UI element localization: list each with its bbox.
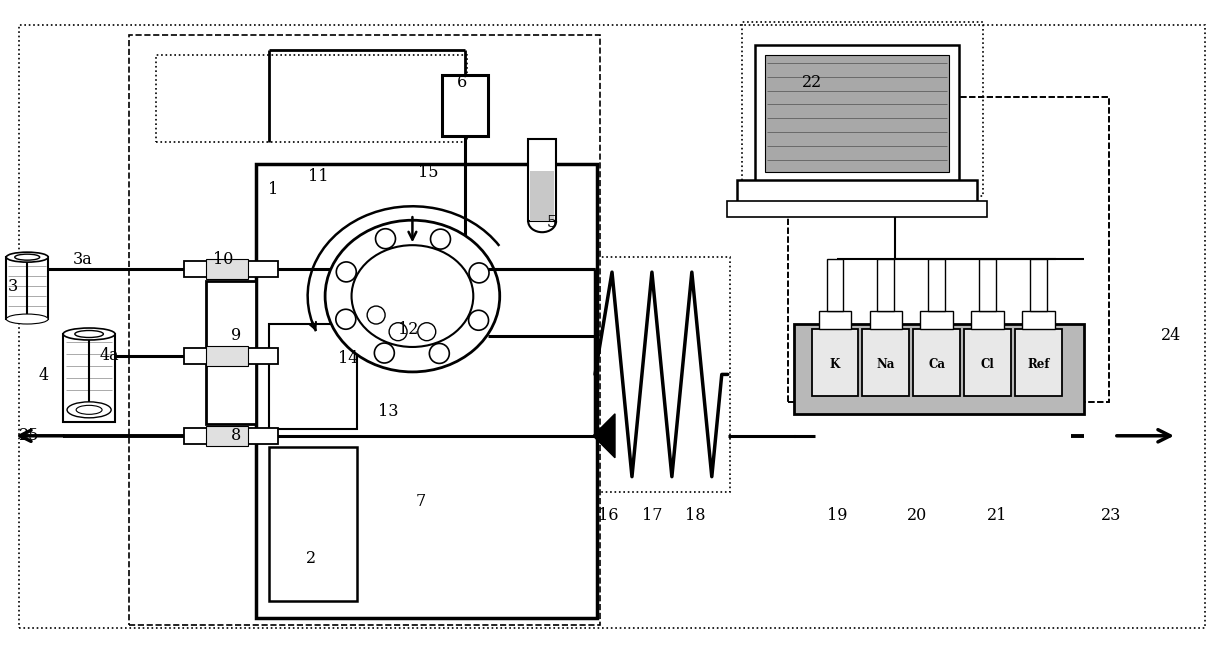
Text: 14: 14	[339, 351, 358, 367]
Bar	[530, 171, 555, 221]
Circle shape	[389, 323, 407, 341]
Bar	[972, 311, 1004, 329]
Bar	[206, 346, 248, 366]
Bar	[588, 257, 730, 491]
Ellipse shape	[75, 331, 103, 337]
Circle shape	[431, 229, 450, 249]
Bar	[129, 35, 600, 625]
Ellipse shape	[76, 405, 102, 414]
Text: 23: 23	[1101, 507, 1121, 524]
Text: 15: 15	[418, 164, 438, 181]
Text: 3: 3	[9, 278, 18, 295]
Bar	[764, 54, 950, 173]
Bar	[156, 54, 467, 142]
Bar	[255, 165, 598, 618]
Bar	[811, 329, 859, 396]
Text: Ref: Ref	[1027, 359, 1050, 371]
Bar	[913, 329, 961, 396]
Text: Ca: Ca	[929, 359, 945, 371]
Text: 18: 18	[685, 507, 706, 524]
Bar	[206, 426, 248, 446]
Text: 9: 9	[231, 327, 240, 345]
Text: 1: 1	[267, 181, 277, 198]
Bar	[269, 447, 357, 602]
Bar	[736, 181, 977, 203]
Circle shape	[336, 262, 356, 282]
Bar	[827, 259, 843, 311]
Bar	[794, 324, 1083, 414]
Bar	[184, 348, 277, 364]
Bar	[870, 311, 902, 329]
Ellipse shape	[63, 328, 115, 340]
Bar	[206, 281, 255, 424]
Bar	[269, 324, 357, 429]
Bar	[920, 311, 953, 329]
Text: Na: Na	[877, 359, 896, 371]
Text: 4: 4	[38, 367, 48, 384]
Text: Cl: Cl	[980, 359, 995, 371]
Circle shape	[375, 228, 395, 249]
Ellipse shape	[15, 254, 39, 260]
Text: 17: 17	[642, 507, 663, 524]
Text: 10: 10	[212, 250, 233, 268]
Text: 5: 5	[547, 214, 557, 230]
Text: 4a: 4a	[99, 347, 119, 365]
Text: 24: 24	[1161, 327, 1180, 345]
Ellipse shape	[6, 314, 48, 324]
Text: 19: 19	[827, 507, 848, 524]
Bar	[63, 334, 115, 422]
Text: 22: 22	[801, 74, 822, 91]
Bar	[184, 428, 277, 444]
Bar	[877, 259, 894, 311]
Bar	[528, 139, 556, 221]
Text: 16: 16	[598, 507, 618, 524]
Circle shape	[417, 323, 436, 341]
Text: 13: 13	[378, 403, 399, 420]
Ellipse shape	[325, 220, 499, 372]
Bar	[443, 74, 488, 136]
Circle shape	[374, 343, 394, 363]
Text: K: K	[829, 359, 840, 371]
Text: 11: 11	[308, 168, 329, 185]
Polygon shape	[593, 414, 615, 457]
Circle shape	[429, 343, 449, 363]
Circle shape	[367, 306, 385, 324]
Ellipse shape	[67, 402, 112, 418]
Bar	[206, 259, 248, 279]
Bar	[1031, 259, 1047, 311]
Text: 12: 12	[399, 321, 418, 337]
Text: 25: 25	[20, 427, 39, 444]
Bar	[788, 98, 1109, 402]
Bar	[863, 329, 909, 396]
Text: 2: 2	[306, 550, 315, 567]
Bar	[1015, 329, 1063, 396]
Ellipse shape	[6, 252, 48, 262]
Bar	[929, 259, 945, 311]
Circle shape	[469, 263, 490, 283]
Text: 8: 8	[231, 427, 240, 444]
Bar	[6, 257, 48, 319]
Bar	[726, 201, 988, 217]
Circle shape	[469, 310, 488, 330]
Bar	[742, 22, 983, 197]
Bar	[755, 44, 960, 183]
Text: 21: 21	[987, 507, 1007, 524]
Bar	[979, 259, 995, 311]
Text: 3a: 3a	[74, 250, 93, 268]
Bar	[788, 98, 1109, 402]
Bar	[818, 311, 852, 329]
Bar	[1022, 311, 1055, 329]
Text: 7: 7	[415, 493, 426, 510]
Bar	[964, 329, 1011, 396]
Text: 20: 20	[907, 507, 928, 524]
Circle shape	[336, 309, 356, 329]
Bar	[184, 261, 277, 277]
Ellipse shape	[352, 245, 474, 347]
Text: 6: 6	[458, 74, 467, 91]
